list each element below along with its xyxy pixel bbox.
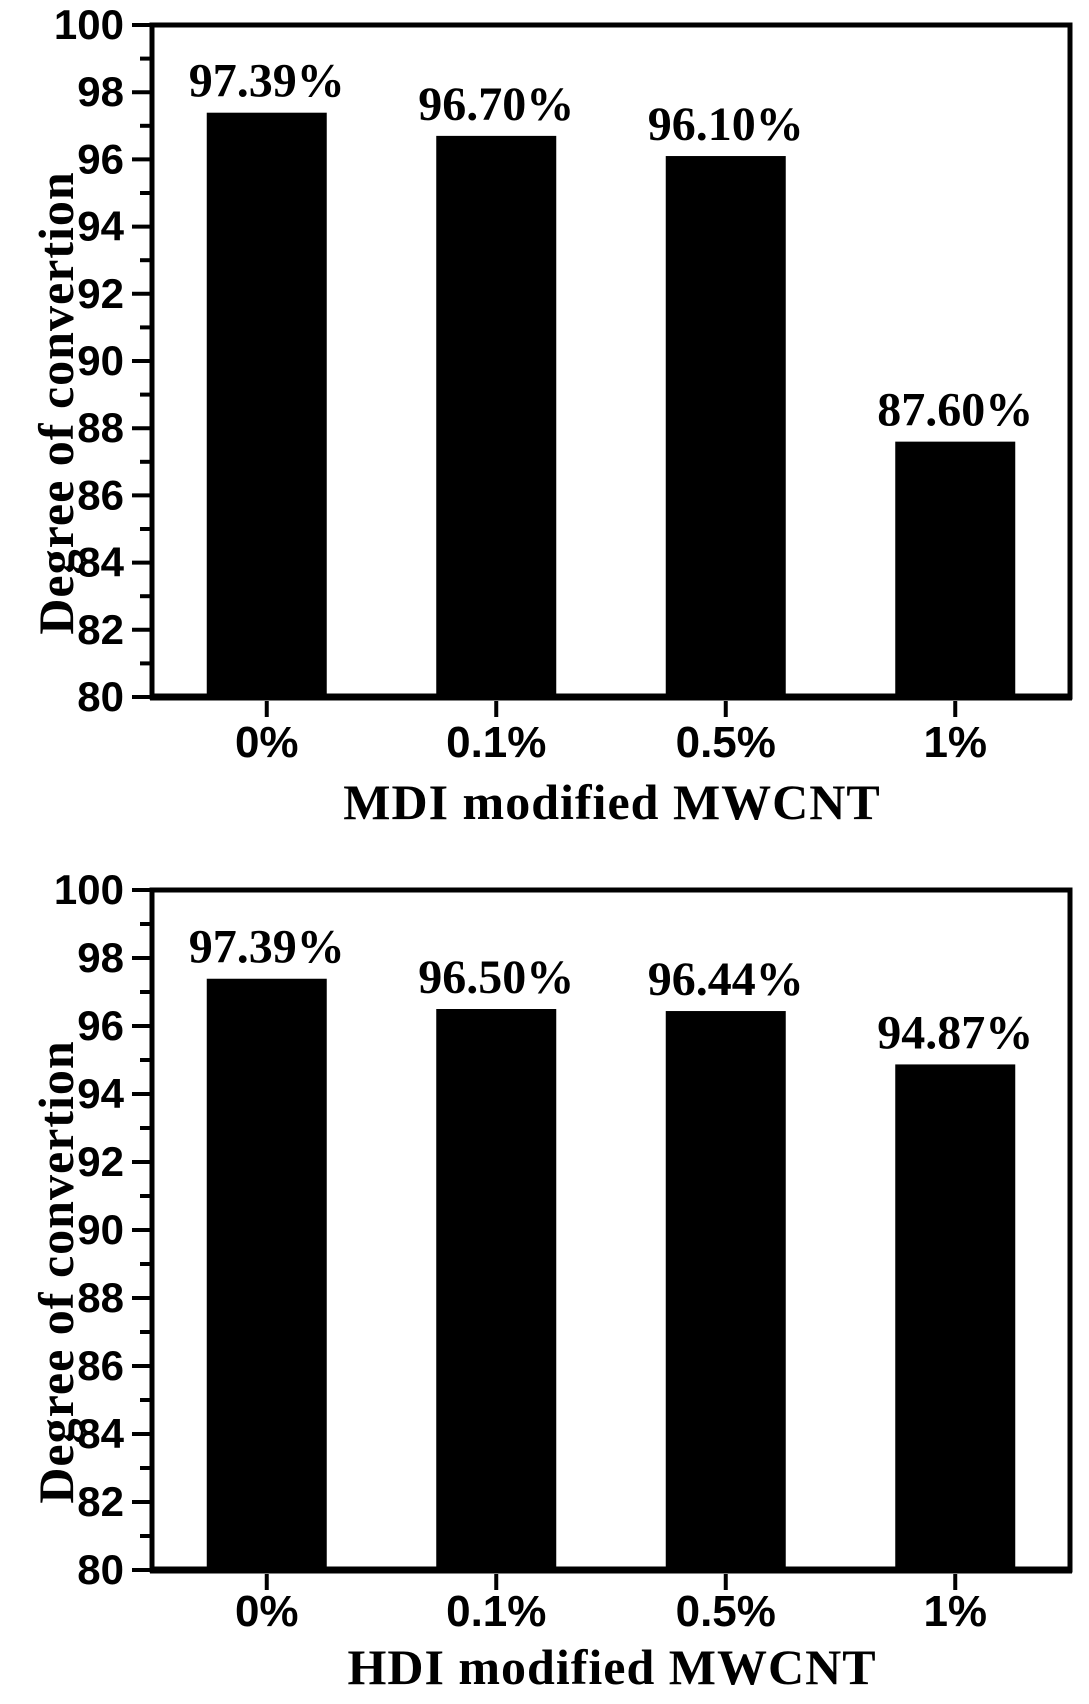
mdi-bar-0 — [206, 112, 327, 698]
hdi-y-axis-label: Degree of convertion — [28, 1040, 84, 1504]
hdi-x-axis-title: HDI modified MWCNT — [347, 1639, 877, 1695]
hdi-bar-value-label: 94.87% — [877, 1006, 1033, 1059]
hdi-y-tick-label: 92 — [77, 1138, 124, 1185]
mdi-x-tick-label: 0.1% — [446, 718, 546, 767]
hdi-bar-value-label: 97.39% — [189, 921, 345, 974]
hdi-x-tick-label: 0.1% — [446, 1587, 546, 1636]
hdi-y-tick-label: 86 — [77, 1342, 124, 1389]
hdi-bar-0 — [206, 978, 327, 1570]
mdi-y-axis-label: Degree of convertion — [28, 171, 84, 635]
hdi-bar-value-label: 96.50% — [418, 951, 574, 1004]
mdi-bar-1 — [436, 135, 557, 697]
mdi-bar-value-label: 96.70% — [418, 78, 574, 131]
mdi-bar-2 — [665, 156, 786, 698]
mdi-bar-value-label: 96.10% — [648, 98, 804, 151]
hdi-y-tick-label: 90 — [77, 1206, 124, 1253]
hdi-plot-group: 80 82 84 86 88 90 92 94 96 98 100 0% 97.39% 0.1% 96.50… — [54, 866, 1073, 1636]
mdi-y-tick-label: 100 — [54, 1, 124, 48]
mdi-y-tick-label: 92 — [77, 270, 124, 317]
mdi-y-tick-label: 80 — [77, 673, 124, 720]
mdi-y-tick-label: 96 — [77, 135, 124, 182]
mdi-y-tick-label: 98 — [77, 68, 124, 115]
hdi-y-tick-label: 88 — [77, 1274, 124, 1321]
mdi-y-tick-label: 94 — [77, 203, 124, 250]
hdi-bar-2 — [665, 1011, 786, 1570]
mdi-x-tick-label: 0.5% — [676, 718, 776, 767]
hdi-y-tick-label: 94 — [77, 1070, 124, 1117]
hdi-bar-1 — [436, 1009, 557, 1570]
mdi-y-tick-label: 90 — [77, 337, 124, 384]
mdi-x-axis-title: MDI modified MWCNT — [343, 774, 881, 830]
hdi-y-tick-label: 82 — [77, 1478, 124, 1525]
mdi-y-tick-label: 82 — [77, 606, 124, 653]
mdi-x-tick-label: 1% — [923, 718, 987, 767]
hdi-y-tick-label: 98 — [77, 934, 124, 981]
mdi-bar-value-label: 87.60% — [877, 384, 1033, 437]
hdi-y-tick-label: 84 — [77, 1410, 124, 1457]
hdi-y-tick-label: 96 — [77, 1002, 124, 1049]
hdi-y-tick-label: 80 — [77, 1546, 124, 1593]
hdi-x-tick-label: 1% — [923, 1587, 987, 1636]
mdi-y-tick-label: 84 — [77, 539, 124, 586]
hdi-x-tick-label: 0.5% — [676, 1587, 776, 1636]
mdi-y-tick-label: 88 — [77, 404, 124, 451]
mdi-y-tick-label: 86 — [77, 471, 124, 518]
mdi-x-tick-label: 0% — [235, 718, 299, 767]
hdi-x-tick-label: 0% — [235, 1587, 299, 1636]
hdi-y-tick-label: 100 — [54, 866, 124, 913]
mdi-plot-group: 80 82 84 86 88 90 92 94 96 98 100 0% 97.39% 0.1% 96.70… — [54, 1, 1073, 767]
mdi-bar-value-label: 97.39% — [189, 55, 345, 108]
hdi-bar-3 — [895, 1064, 1016, 1570]
hdi-bar-value-label: 96.44% — [648, 953, 804, 1006]
mdi-bar-3 — [895, 441, 1016, 697]
